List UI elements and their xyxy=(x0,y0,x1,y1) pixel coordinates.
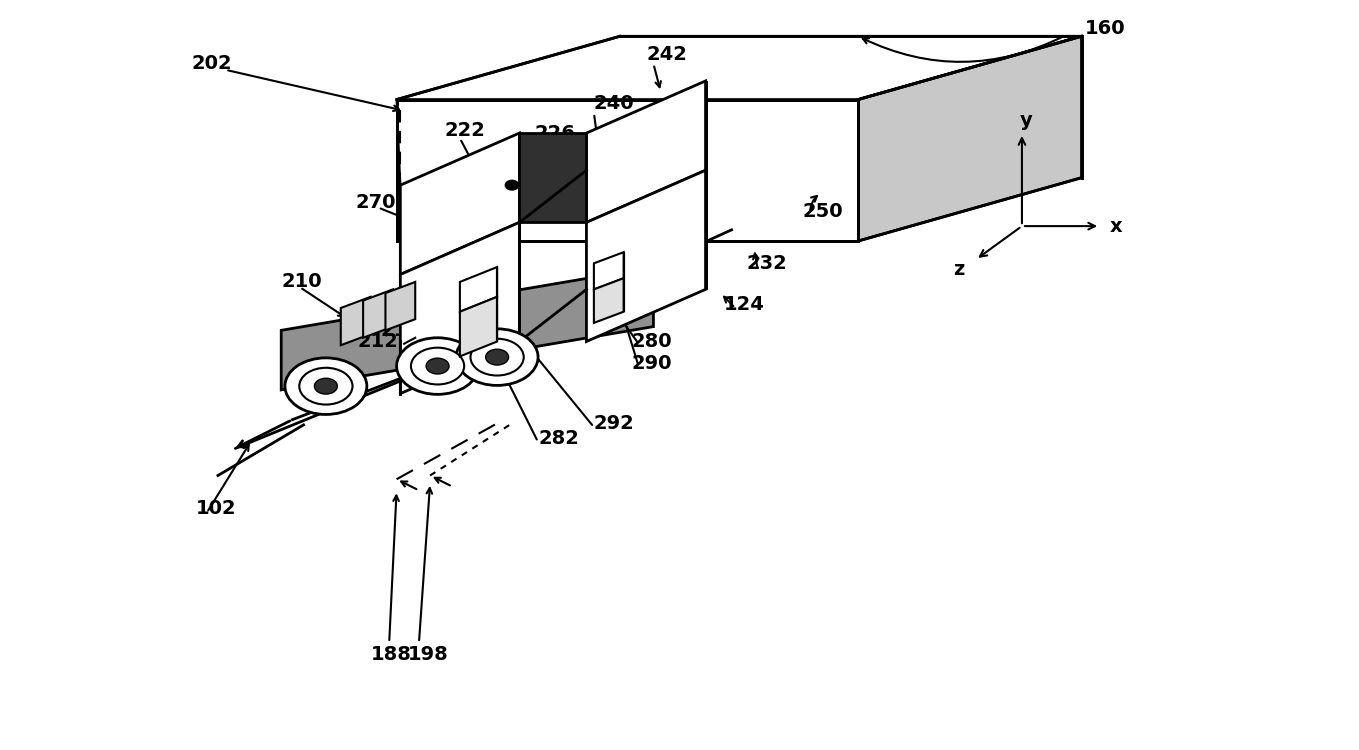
Text: 270: 270 xyxy=(356,193,397,211)
Ellipse shape xyxy=(285,358,367,415)
Text: 216: 216 xyxy=(408,317,448,336)
Text: 240: 240 xyxy=(594,94,635,112)
Polygon shape xyxy=(397,100,858,241)
Text: 214: 214 xyxy=(381,321,421,340)
Text: 222: 222 xyxy=(444,122,487,140)
Ellipse shape xyxy=(506,180,519,190)
Polygon shape xyxy=(401,133,519,274)
Ellipse shape xyxy=(314,378,337,394)
Polygon shape xyxy=(858,36,1082,241)
Text: 102: 102 xyxy=(196,500,236,518)
Text: 282: 282 xyxy=(538,429,579,448)
Ellipse shape xyxy=(470,339,523,376)
Polygon shape xyxy=(386,282,416,330)
Text: y: y xyxy=(1019,111,1031,130)
Text: z: z xyxy=(953,260,964,279)
Ellipse shape xyxy=(427,358,448,374)
Polygon shape xyxy=(587,81,705,223)
Polygon shape xyxy=(363,290,393,338)
Text: 272: 272 xyxy=(453,354,493,374)
Polygon shape xyxy=(281,267,654,390)
Text: 292: 292 xyxy=(594,414,635,433)
Polygon shape xyxy=(587,170,705,341)
Ellipse shape xyxy=(299,368,352,404)
Text: 210: 210 xyxy=(281,272,322,292)
Polygon shape xyxy=(459,297,497,356)
Text: 226: 226 xyxy=(534,124,575,142)
Text: 250: 250 xyxy=(802,202,843,220)
Polygon shape xyxy=(401,223,519,394)
Ellipse shape xyxy=(485,350,508,365)
Text: 280: 280 xyxy=(631,332,671,351)
Ellipse shape xyxy=(397,338,478,394)
Text: 124: 124 xyxy=(724,295,765,314)
Ellipse shape xyxy=(457,328,538,386)
Polygon shape xyxy=(459,267,497,312)
Text: x: x xyxy=(1110,217,1123,236)
Polygon shape xyxy=(519,133,587,223)
Text: 188: 188 xyxy=(371,645,412,664)
Text: 242: 242 xyxy=(646,46,686,64)
Text: 198: 198 xyxy=(408,645,448,664)
Ellipse shape xyxy=(410,348,465,385)
Text: 212: 212 xyxy=(357,332,398,351)
Text: 202: 202 xyxy=(192,54,232,74)
Text: 232: 232 xyxy=(746,254,787,273)
Text: 160: 160 xyxy=(1086,20,1125,38)
Polygon shape xyxy=(594,278,624,323)
Text: 290: 290 xyxy=(631,354,671,374)
Polygon shape xyxy=(594,252,624,290)
Polygon shape xyxy=(397,36,1082,100)
Polygon shape xyxy=(341,297,371,345)
